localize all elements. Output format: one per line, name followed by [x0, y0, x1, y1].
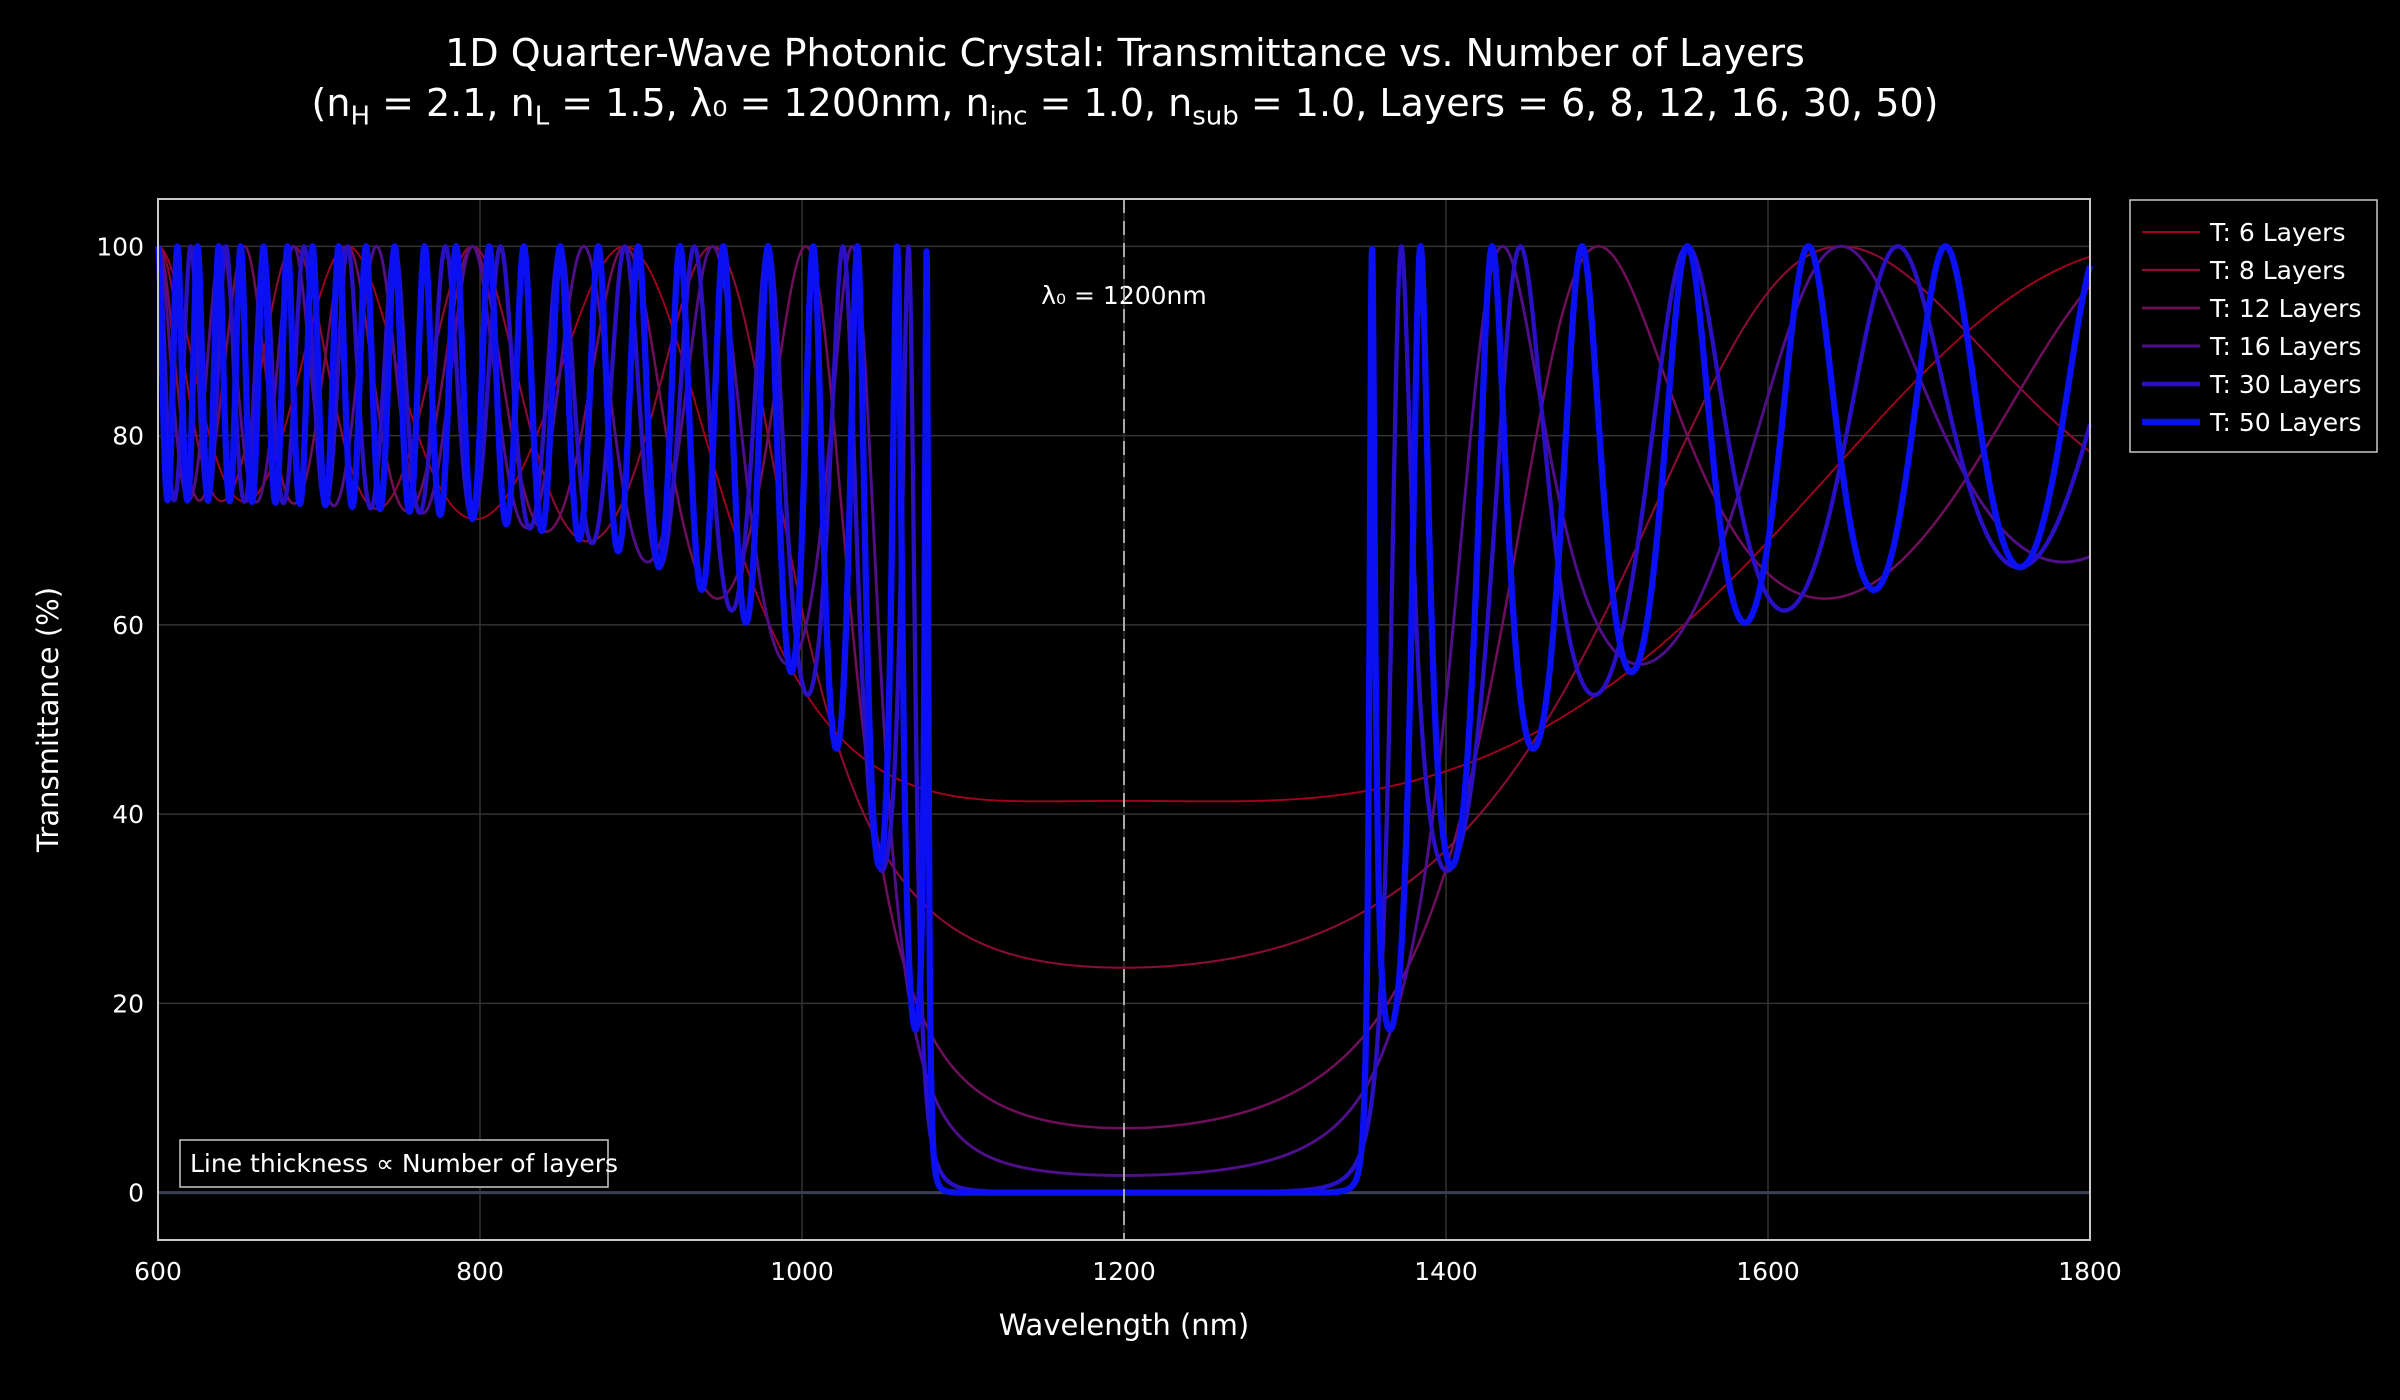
y-tick-label: 0 — [128, 1179, 144, 1208]
legend[interactable]: T: 6 Layers T: 8 Layers T: 12 Layers T: 16 … — [2129, 199, 2378, 453]
x-tick-label: 1600 — [1736, 1257, 1800, 1286]
legend-box — [2129, 199, 2378, 453]
legend-label: T: 16 Layers — [2209, 332, 2361, 361]
y-tick-labels: 0 20 40 60 80 100 — [96, 232, 144, 1207]
legend-item-16-layers[interactable]: T: 16 Layers — [2142, 332, 2361, 361]
y-tick-label: 100 — [96, 232, 144, 261]
chart-subtitle: (nH = 2.1, nL = 1.5, λ₀ = 1200nm, ninc =… — [311, 81, 1939, 132]
x-tick-label: 800 — [456, 1257, 504, 1286]
y-tick-label: 40 — [112, 800, 144, 829]
legend-label: T: 6 Layers — [2209, 218, 2345, 247]
x-tick-label: 1200 — [1092, 1257, 1156, 1286]
overlay: λ₀ = 1200nm — [1041, 199, 1207, 1240]
plot-frame — [157, 198, 2091, 1241]
legend-item-6-layers[interactable]: T: 6 Layers — [2142, 218, 2345, 247]
x-tick-label: 1800 — [2058, 1257, 2122, 1286]
legend-label: T: 8 Layers — [2209, 256, 2345, 285]
x-tick-label: 1400 — [1414, 1257, 1478, 1286]
x-tick-label: 1000 — [770, 1257, 834, 1286]
series-line-8-layers — [157, 245, 2091, 969]
legend-item-8-layers[interactable]: T: 8 Layers — [2142, 256, 2345, 285]
annotation-box: Line thickness ∝ Number of layers — [179, 1139, 618, 1188]
legend-label: T: 12 Layers — [2209, 294, 2361, 323]
y-tick-label: 60 — [112, 611, 144, 640]
legend-label: T: 50 Layers — [2209, 408, 2361, 437]
x-axis-title: Wavelength (nm) — [999, 1308, 1250, 1342]
chart-title: 1D Quarter-Wave Photonic Crystal: Transm… — [445, 31, 1805, 75]
x-tick-label: 600 — [134, 1257, 182, 1286]
legend-item-30-layers[interactable]: T: 30 Layers — [2142, 370, 2361, 399]
legend-item-12-layers[interactable]: T: 12 Layers — [2142, 294, 2361, 323]
y-axis-title: Transmittance (%) — [31, 587, 65, 853]
annotation-text: Line thickness ∝ Number of layers — [190, 1149, 618, 1178]
x-tick-labels: 600 800 1000 1200 1400 1600 1800 — [134, 1257, 2122, 1286]
y-tick-label: 20 — [112, 989, 144, 1018]
y-tick-label: 80 — [112, 422, 144, 451]
legend-item-50-layers[interactable]: T: 50 Layers — [2142, 408, 2361, 437]
chart-title-block: 1D Quarter-Wave Photonic Crystal: Transm… — [0, 28, 2250, 142]
legend-label: T: 30 Layers — [2209, 370, 2361, 399]
